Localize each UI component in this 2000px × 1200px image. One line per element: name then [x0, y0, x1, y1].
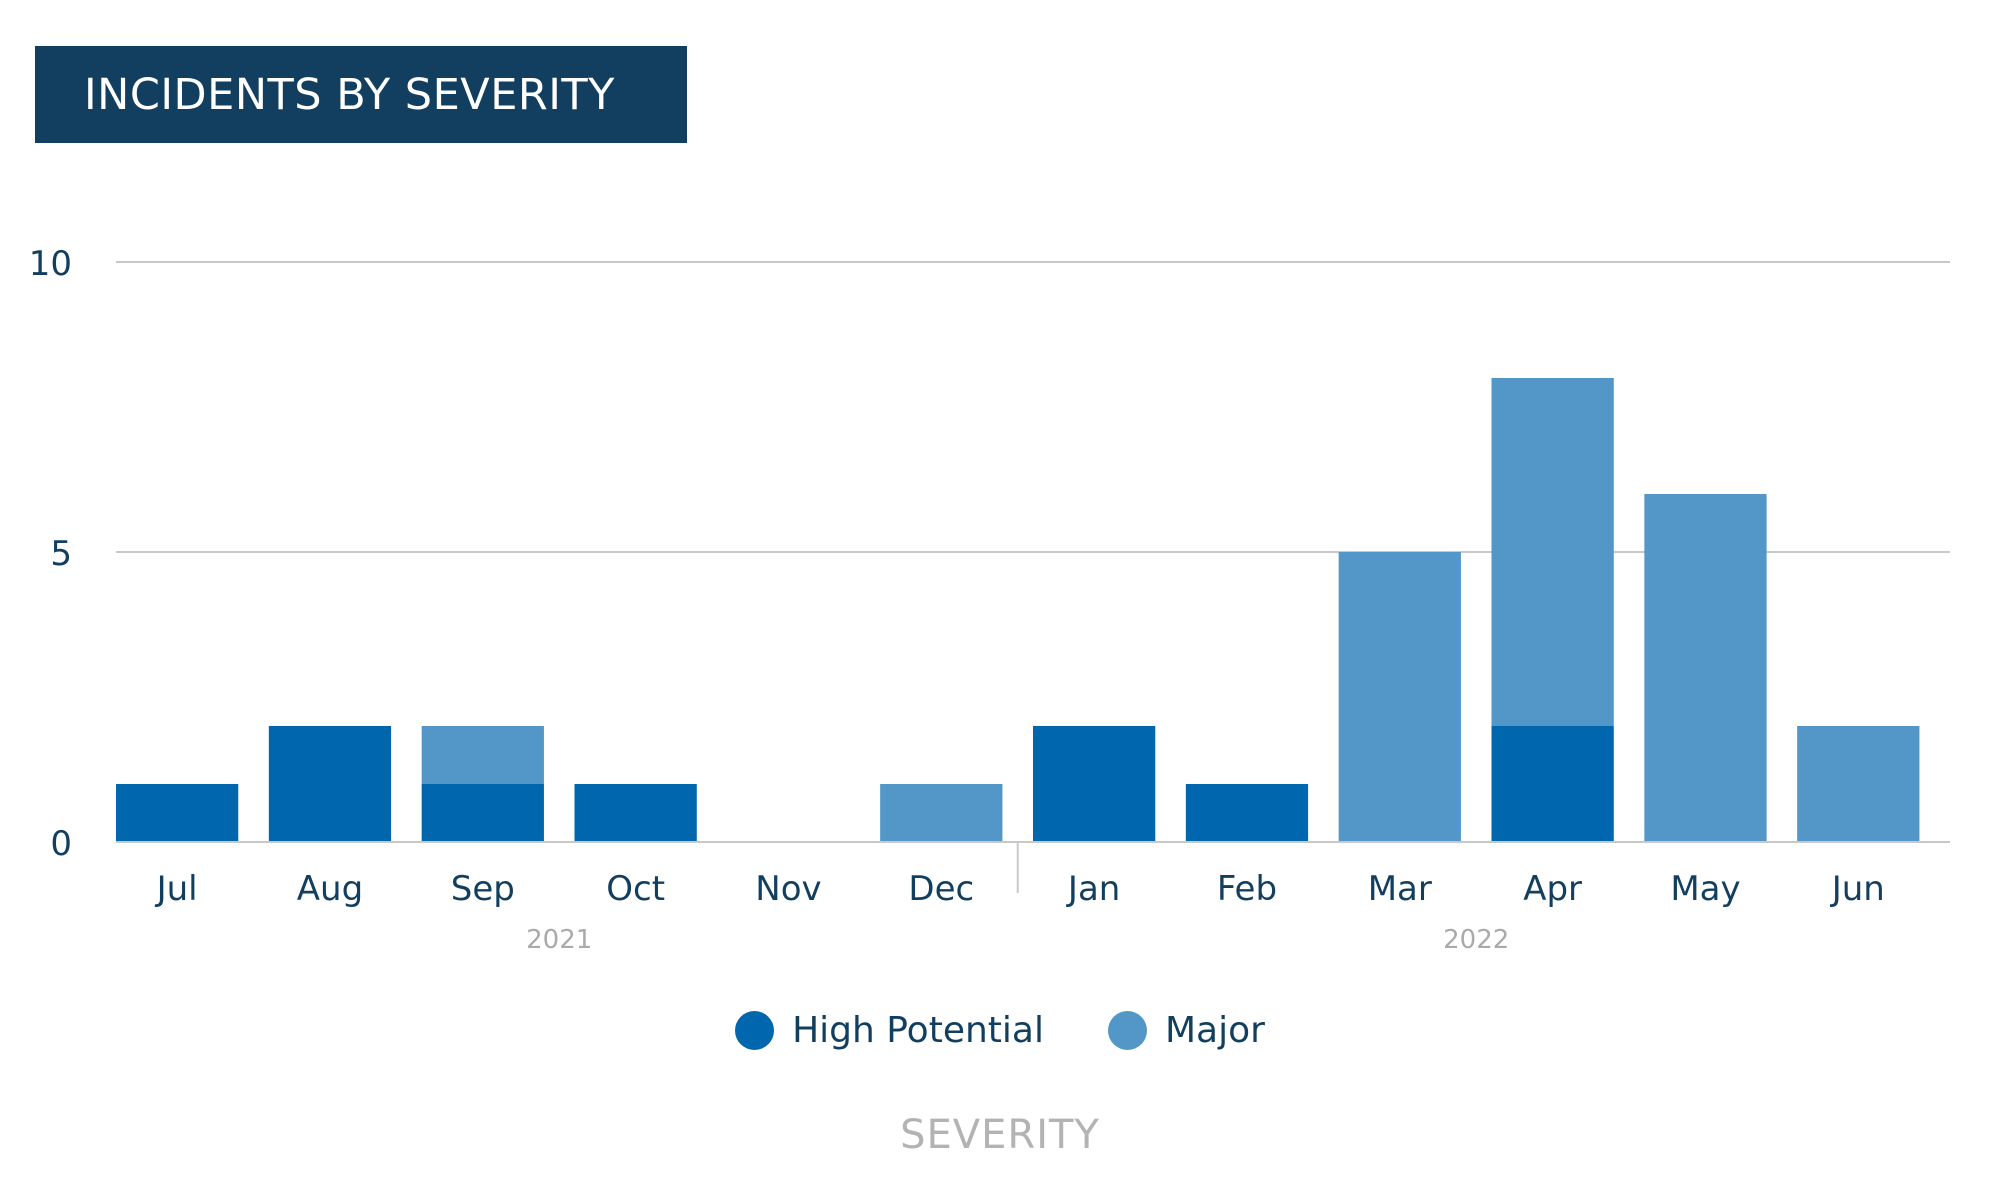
bar-high-potential-jan [1033, 726, 1155, 842]
y-tick-label-5: 5 [50, 534, 72, 574]
x-tick-label-mar: Mar [1368, 869, 1432, 909]
bar-high-potential-aug [269, 726, 391, 842]
bar-high-potential-sep [422, 784, 544, 842]
legend-item-high-potential[interactable]: High Potential [735, 1010, 1044, 1051]
y-tick-label-10: 10 [29, 244, 72, 284]
x-tick-label-aug: Aug [297, 869, 363, 909]
x-tick-label-sep: Sep [451, 869, 515, 909]
x-tick-label-may: May [1670, 869, 1740, 909]
legend-swatch-major [1108, 1011, 1147, 1050]
bar-major-may [1644, 494, 1766, 842]
legend-label-major: Major [1165, 1010, 1265, 1051]
bar-high-potential-feb [1186, 784, 1308, 842]
x-tick-label-jul: Jul [155, 869, 198, 909]
x-tick-label-oct: Oct [606, 869, 665, 909]
year-label-2022: 2022 [1443, 925, 1509, 955]
bar-major-dec [880, 784, 1002, 842]
x-tick-label-apr: Apr [1523, 869, 1582, 909]
bar-high-potential-oct [575, 784, 697, 842]
bar-high-potential-jul [116, 784, 238, 842]
x-tick-label-feb: Feb [1217, 869, 1277, 909]
legend: High Potential Major [0, 1010, 2000, 1051]
x-tick-label-jun: Jun [1830, 869, 1885, 909]
legend-label-high-potential: High Potential [792, 1010, 1044, 1051]
legend-swatch-high-potential [735, 1011, 774, 1050]
bar-major-jun [1797, 726, 1919, 842]
x-tick-label-nov: Nov [755, 869, 821, 909]
bar-major-sep [422, 726, 544, 784]
y-tick-label-0: 0 [50, 824, 72, 864]
x-tick-label-dec: Dec [908, 869, 974, 909]
year-label-2021: 2021 [526, 925, 592, 955]
bar-high-potential-apr [1492, 726, 1614, 842]
legend-title: SEVERITY [0, 1112, 2000, 1158]
bar-major-apr [1492, 378, 1614, 726]
x-tick-label-jan: Jan [1066, 869, 1120, 909]
bar-major-mar [1339, 552, 1461, 842]
legend-item-major[interactable]: Major [1108, 1010, 1265, 1051]
